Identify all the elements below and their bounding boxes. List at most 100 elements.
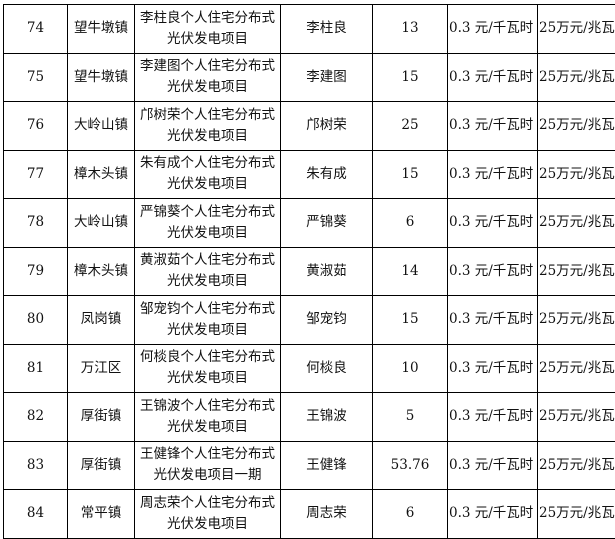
town-cell: 凤岗镇 (67, 295, 135, 345)
price-cell: 0.3 元/千瓦时 (447, 246, 538, 296)
table-row: 74 望牛墩镇 李柱良个人住宅分布式 光伏发电项目 李柱良 13 0.3 元/千瓦时 25万元… (3, 4, 615, 54)
project-name-line: 何棪良个人住宅分布式 (140, 349, 275, 366)
town-cell: 厚街镇 (67, 440, 135, 490)
row-number-cell: 77 (3, 149, 68, 199)
capacity-cell: 6 (372, 198, 448, 248)
capacity-cell: 53.76 (372, 440, 448, 490)
owner-cell: 何棪良 (280, 343, 373, 393)
town-cell: 万江区 (67, 343, 135, 393)
subsidy-cell: 25万元/兆瓦 (537, 246, 615, 296)
price-cell: 0.3 元/千瓦时 (447, 295, 538, 345)
price-cell: 0.3 元/千瓦时 (447, 489, 538, 539)
project-name-line: 朱有成个人住宅分布式 (140, 155, 275, 172)
project-name-line: 周志荣个人住宅分布式 (140, 494, 275, 511)
project-name-line: 光伏发电项目 (167, 515, 248, 532)
project-name-line: 李建图个人住宅分布式 (140, 58, 275, 75)
owner-cell: 严锦葵 (280, 198, 373, 248)
project-name-line: 黄淑茹个人住宅分布式 (140, 252, 275, 269)
project-name-line: 王锦波个人住宅分布式 (140, 397, 275, 414)
subsidy-cell: 25万元/兆瓦 (537, 198, 615, 248)
owner-cell: 王健锋 (280, 440, 373, 490)
table-row: 75 望牛墩镇 李建图个人住宅分布式 光伏发电项目 李建图 15 0.3 元/千瓦时 25万元… (3, 52, 615, 102)
owner-cell: 王锦波 (280, 392, 373, 442)
row-number-cell: 84 (3, 489, 68, 539)
capacity-cell: 14 (372, 246, 448, 296)
row-number-cell: 76 (3, 101, 68, 151)
town-cell: 厚街镇 (67, 392, 135, 442)
subsidy-cell: 25万元/兆瓦 (537, 149, 615, 199)
subsidy-cell: 25万元/兆瓦 (537, 392, 615, 442)
project-name-line: 邹宠钧个人住宅分布式 (140, 300, 275, 317)
capacity-cell: 25 (372, 101, 448, 151)
project-name-line: 严锦葵个人住宅分布式 (140, 203, 275, 220)
capacity-cell: 15 (372, 149, 448, 199)
project-name-line: 光伏发电项目 (167, 127, 248, 144)
project-name-line: 邝树荣个人住宅分布式 (140, 106, 275, 123)
row-number-cell: 79 (3, 246, 68, 296)
capacity-cell: 10 (372, 343, 448, 393)
project-name-cell: 严锦葵个人住宅分布式 光伏发电项目 (134, 198, 281, 248)
subsidy-cell: 25万元/兆瓦 (537, 440, 615, 490)
row-number-cell: 74 (3, 4, 68, 54)
project-name-cell: 李柱良个人住宅分布式 光伏发电项目 (134, 4, 281, 54)
town-cell: 樟木头镇 (67, 149, 135, 199)
row-number-cell: 78 (3, 198, 68, 248)
table-row: 76 大岭山镇 邝树荣个人住宅分布式 光伏发电项目 邝树荣 25 0.3 元/千瓦时 25万元… (3, 101, 615, 151)
price-cell: 0.3 元/千瓦时 (447, 149, 538, 199)
owner-cell: 邹宠钧 (280, 295, 373, 345)
owner-cell: 黄淑茹 (280, 246, 373, 296)
owner-cell: 邝树荣 (280, 101, 373, 151)
project-name-cell: 周志荣个人住宅分布式 光伏发电项目 (134, 489, 281, 539)
project-name-cell: 黄淑茹个人住宅分布式 光伏发电项目 (134, 246, 281, 296)
price-cell: 0.3 元/千瓦时 (447, 198, 538, 248)
project-name-cell: 李建图个人住宅分布式 光伏发电项目 (134, 52, 281, 102)
subsidy-cell: 25万元/兆瓦 (537, 101, 615, 151)
table-row: 82 厚街镇 王锦波个人住宅分布式 光伏发电项目 王锦波 5 0.3 元/千瓦时 25万元/兆… (3, 392, 615, 442)
price-cell: 0.3 元/千瓦时 (447, 101, 538, 151)
project-name-line: 光伏发电项目 (167, 79, 248, 96)
subsidy-cell: 25万元/兆瓦 (537, 343, 615, 393)
town-cell: 大岭山镇 (67, 198, 135, 248)
capacity-cell: 15 (372, 295, 448, 345)
row-number-cell: 81 (3, 343, 68, 393)
town-cell: 樟木头镇 (67, 246, 135, 296)
project-name-line: 王健锋个人住宅分布式 (140, 446, 275, 463)
town-cell: 望牛墩镇 (67, 52, 135, 102)
price-cell: 0.3 元/千瓦时 (447, 343, 538, 393)
subsidy-cell: 25万元/兆瓦 (537, 52, 615, 102)
table-row: 81 万江区 何棪良个人住宅分布式 光伏发电项目 何棪良 10 0.3 元/千瓦时 25万元/… (3, 343, 615, 393)
project-name-line: 光伏发电项目 (167, 370, 248, 387)
capacity-cell: 6 (372, 489, 448, 539)
project-name-cell: 邹宠钧个人住宅分布式 光伏发电项目 (134, 295, 281, 345)
price-cell: 0.3 元/千瓦时 (447, 440, 538, 490)
project-name-line: 光伏发电项目 (167, 30, 248, 47)
row-number-cell: 80 (3, 295, 68, 345)
project-name-line: 光伏发电项目 (167, 224, 248, 241)
table-row: 79 樟木头镇 黄淑茹个人住宅分布式 光伏发电项目 黄淑茹 14 0.3 元/千瓦时 25万元… (3, 246, 615, 296)
table-row: 84 常平镇 周志荣个人住宅分布式 光伏发电项目 周志荣 6 0.3 元/千瓦时 25万元/兆… (3, 489, 615, 539)
town-cell: 望牛墩镇 (67, 4, 135, 54)
owner-cell: 李建图 (280, 52, 373, 102)
owner-cell: 朱有成 (280, 149, 373, 199)
subsidy-cell: 25万元/兆瓦 (537, 489, 615, 539)
project-name-line: 光伏发电项目 (167, 176, 248, 193)
table-row: 77 樟木头镇 朱有成个人住宅分布式 光伏发电项目 朱有成 15 0.3 元/千瓦时 25万元… (3, 149, 615, 199)
project-name-line: 李柱良个人住宅分布式 (140, 9, 275, 26)
owner-cell: 李柱良 (280, 4, 373, 54)
capacity-cell: 15 (372, 52, 448, 102)
row-number-cell: 75 (3, 52, 68, 102)
price-cell: 0.3 元/千瓦时 (447, 4, 538, 54)
row-number-cell: 83 (3, 440, 68, 490)
project-name-cell: 何棪良个人住宅分布式 光伏发电项目 (134, 343, 281, 393)
table-row: 78 大岭山镇 严锦葵个人住宅分布式 光伏发电项目 严锦葵 6 0.3 元/千瓦时 25万元/… (3, 198, 615, 248)
town-cell: 大岭山镇 (67, 101, 135, 151)
subsidy-cell: 25万元/兆瓦 (537, 4, 615, 54)
table-row: 83 厚街镇 王健锋个人住宅分布式 光伏发电项目一期 王健锋 53.76 0.3 元/千瓦时… (3, 440, 615, 490)
project-name-line: 光伏发电项目一期 (153, 467, 262, 484)
project-name-cell: 王健锋个人住宅分布式 光伏发电项目一期 (134, 440, 281, 490)
project-name-cell: 朱有成个人住宅分布式 光伏发电项目 (134, 149, 281, 199)
town-cell: 常平镇 (67, 489, 135, 539)
capacity-cell: 13 (372, 4, 448, 54)
project-table-container: 74 望牛墩镇 李柱良个人住宅分布式 光伏发电项目 李柱良 13 0.3 元/千瓦时 25万元… (3, 4, 615, 539)
project-name-cell: 王锦波个人住宅分布式 光伏发电项目 (134, 392, 281, 442)
